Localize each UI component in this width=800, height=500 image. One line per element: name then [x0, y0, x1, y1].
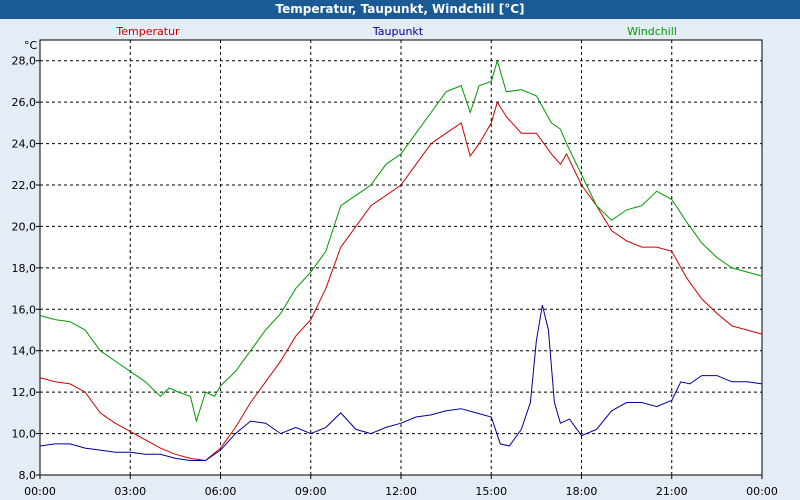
legend-temperatur: Temperatur: [115, 25, 180, 38]
y-tick-label: 10,0: [12, 428, 37, 441]
y-tick-label: 8,0: [19, 469, 37, 482]
y-tick-label: 24,0: [12, 138, 37, 151]
x-tick-label-time: 12:00: [385, 485, 417, 498]
y-tick-label: 26,0: [12, 96, 37, 109]
chart-canvas: 8,0 10,0 12,0 14,0 16,0 18,0 20,0 22,0 24,0 26,0 2…: [12, 25, 778, 498]
legend-taupunkt: Taupunkt: [372, 25, 424, 38]
y-tick-label: 28,0: [12, 55, 37, 68]
chart-title: Temperatur, Taupunkt, Windchill [°C]: [0, 0, 800, 19]
y-tick-label: 20,0: [12, 220, 37, 233]
y-tick-label: 12,0: [12, 386, 37, 399]
chart-frame: 8,0 10,0 12,0 14,0 16,0 18,0 20,0 22,0 24,0 26,0 2…: [0, 19, 800, 500]
series-line-taupunkt: [39, 304, 763, 461]
x-tick-label-time: 18:00: [566, 485, 598, 498]
y-tick-label: 18,0: [12, 262, 37, 275]
x-tick-label-time: 15:00: [475, 485, 507, 498]
y-tick-label: 14,0: [12, 345, 37, 358]
y-axis-label: °C: [24, 39, 38, 52]
x-tick-label-time: 09:00: [295, 485, 327, 498]
plot-border: [39, 39, 763, 476]
x-tick-label-time: 06:00: [205, 485, 237, 498]
series-line-temperatur: [39, 100, 763, 462]
legend-windchill: Windchill: [627, 25, 677, 38]
series-line-windchill: [39, 58, 763, 423]
x-tick-label-time: 03:00: [114, 485, 146, 498]
x-tick-label-time: 00:00: [24, 485, 56, 498]
x-tick-label-time: 21:00: [656, 485, 688, 498]
x-tick-label-time: 00:00: [746, 485, 778, 498]
y-tick-label: 16,0: [12, 303, 37, 316]
y-tick-label: 22,0: [12, 179, 37, 192]
